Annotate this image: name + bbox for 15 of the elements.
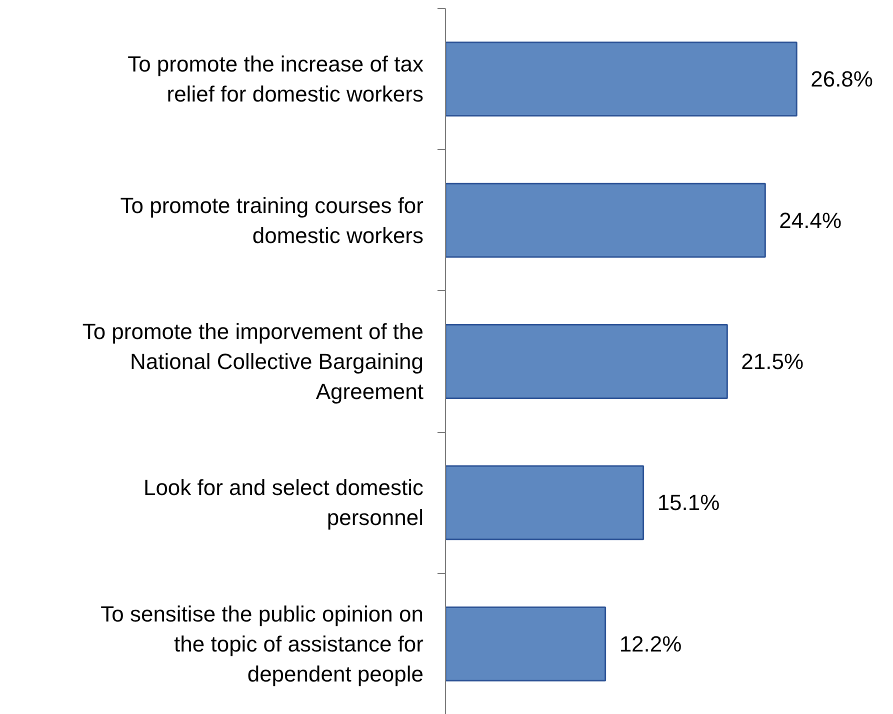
y-tick-label: Look for and select domestic personnel <box>143 475 424 530</box>
y-tick-label: To promote the imporvement of the National Collective Bargaining Agreement <box>82 319 424 404</box>
data-label: 26.8% <box>810 66 873 92</box>
y-tick-label: To sensitise the public opinion on the topic of assistance for dependent people <box>100 601 424 686</box>
y-tick-label: To promote training courses for domestic workers <box>120 192 424 248</box>
data-label: 21.5% <box>741 349 804 374</box>
bar <box>446 324 728 399</box>
data-label: 24.4% <box>779 208 842 233</box>
data-label: 12.2% <box>619 631 682 656</box>
data-label: 15.1% <box>657 490 720 516</box>
bar <box>446 465 644 540</box>
y-tick-label: To promote the increase of tax relief for domestic workers <box>128 52 424 107</box>
bar <box>446 42 798 117</box>
bar <box>446 182 766 258</box>
bar <box>446 606 606 682</box>
